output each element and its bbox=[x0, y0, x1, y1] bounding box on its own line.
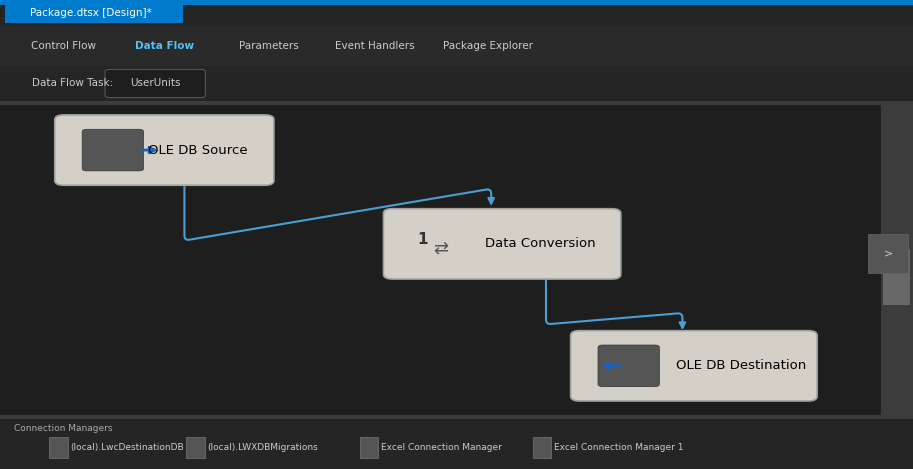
Text: (local).LWXDBMigrations: (local).LWXDBMigrations bbox=[207, 443, 318, 452]
Text: Event Handlers: Event Handlers bbox=[334, 41, 415, 51]
Text: Package Explorer: Package Explorer bbox=[444, 41, 533, 51]
FancyBboxPatch shape bbox=[55, 115, 274, 185]
FancyBboxPatch shape bbox=[533, 437, 551, 458]
Text: Connection Managers: Connection Managers bbox=[14, 424, 112, 433]
Text: ⇄: ⇄ bbox=[434, 240, 448, 257]
Bar bbox=[0, 101, 913, 105]
Text: (local).LwcDestinationDB: (local).LwcDestinationDB bbox=[70, 443, 184, 452]
Bar bbox=[0, 66, 913, 71]
FancyBboxPatch shape bbox=[186, 437, 205, 458]
Text: 1: 1 bbox=[417, 232, 428, 247]
FancyBboxPatch shape bbox=[82, 129, 143, 171]
Bar bbox=[0, 66, 913, 101]
Text: Parameters: Parameters bbox=[239, 41, 299, 51]
FancyBboxPatch shape bbox=[49, 437, 68, 458]
Text: >: > bbox=[884, 248, 893, 258]
Bar bbox=[883, 249, 910, 305]
Text: OLE DB Destination: OLE DB Destination bbox=[676, 359, 806, 372]
Bar bbox=[881, 101, 913, 415]
Bar bbox=[0, 26, 913, 66]
FancyBboxPatch shape bbox=[360, 437, 378, 458]
FancyBboxPatch shape bbox=[105, 69, 205, 98]
Text: OLE DB Source: OLE DB Source bbox=[148, 144, 248, 157]
FancyBboxPatch shape bbox=[868, 234, 908, 273]
Bar bbox=[0, 415, 913, 469]
Text: Data Conversion: Data Conversion bbox=[485, 237, 595, 250]
Bar bbox=[0, 0, 913, 5]
FancyBboxPatch shape bbox=[598, 345, 659, 386]
Text: Data Flow: Data Flow bbox=[135, 41, 194, 51]
Text: Package.dtsx [Design]*: Package.dtsx [Design]* bbox=[30, 8, 152, 18]
Bar bbox=[0, 415, 913, 419]
FancyBboxPatch shape bbox=[571, 331, 817, 401]
FancyBboxPatch shape bbox=[5, 2, 183, 23]
Bar bbox=[0, 0, 913, 26]
Text: Data Flow Task:: Data Flow Task: bbox=[32, 78, 113, 88]
Text: Excel Connection Manager: Excel Connection Manager bbox=[381, 443, 501, 452]
Text: Excel Connection Manager 1: Excel Connection Manager 1 bbox=[554, 443, 684, 452]
FancyBboxPatch shape bbox=[383, 209, 621, 279]
Text: UserUnits: UserUnits bbox=[130, 78, 181, 88]
Text: Control Flow: Control Flow bbox=[31, 41, 97, 51]
